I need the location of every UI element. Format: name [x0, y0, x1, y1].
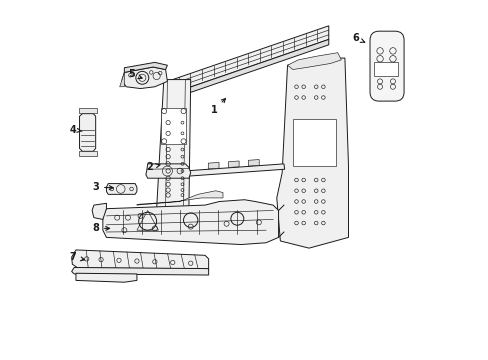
Text: 2: 2 — [146, 162, 160, 172]
Polygon shape — [183, 164, 284, 176]
Polygon shape — [228, 161, 239, 167]
FancyBboxPatch shape — [369, 31, 403, 101]
Text: 1: 1 — [210, 99, 225, 115]
Text: 6: 6 — [351, 33, 364, 43]
Polygon shape — [79, 108, 97, 113]
Polygon shape — [120, 72, 124, 87]
Polygon shape — [124, 62, 167, 72]
Polygon shape — [145, 164, 190, 178]
Text: 4: 4 — [70, 125, 82, 135]
Text: 3: 3 — [92, 182, 113, 192]
Polygon shape — [72, 267, 208, 275]
Polygon shape — [72, 250, 208, 269]
Polygon shape — [248, 159, 259, 166]
Text: 5: 5 — [128, 69, 142, 79]
Text: 7: 7 — [70, 252, 84, 262]
Polygon shape — [79, 151, 97, 156]
Polygon shape — [161, 108, 186, 144]
Polygon shape — [122, 67, 167, 89]
Polygon shape — [276, 58, 348, 248]
Polygon shape — [92, 203, 106, 220]
Polygon shape — [287, 53, 341, 69]
Polygon shape — [167, 26, 328, 95]
Polygon shape — [137, 191, 223, 205]
Polygon shape — [76, 273, 137, 282]
Polygon shape — [80, 114, 96, 151]
Polygon shape — [102, 200, 278, 244]
Polygon shape — [373, 62, 397, 76]
Polygon shape — [106, 184, 137, 194]
Text: 8: 8 — [92, 224, 109, 233]
Polygon shape — [208, 162, 219, 169]
Polygon shape — [292, 119, 335, 166]
Polygon shape — [156, 80, 190, 209]
Polygon shape — [167, 40, 328, 100]
